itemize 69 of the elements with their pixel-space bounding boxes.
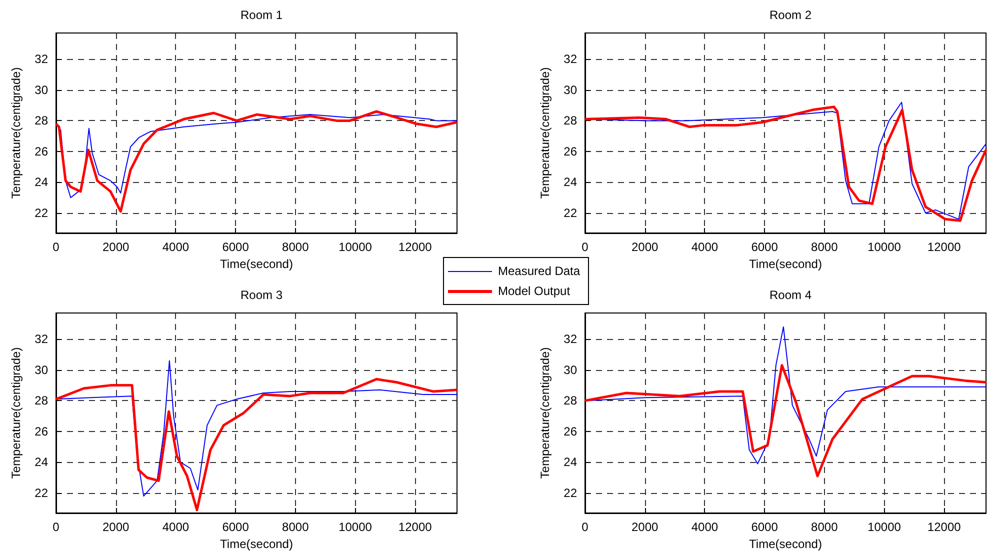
x-tick-label: 12000	[927, 240, 962, 254]
y-tick-label: 26	[34, 424, 48, 438]
y-tick-label: 30	[564, 82, 578, 97]
chart-title: Room 3	[240, 288, 283, 302]
y-tick-label: 26	[34, 144, 48, 158]
x-tick-label: 0	[582, 240, 589, 254]
x-tick-label: 0	[582, 520, 589, 534]
y-axis-title: Temperature(centigrade)	[538, 347, 552, 479]
x-axis-title: Time(second)	[749, 256, 822, 271]
y-axis-title: Temperature(centigrade)	[9, 347, 23, 479]
legend-label: Measured Data	[498, 264, 580, 278]
x-tick-label: 6000	[751, 240, 778, 254]
x-tick-label: 10000	[338, 240, 372, 254]
x-tick-label: 10000	[868, 520, 902, 534]
x-tick-label: 6000	[751, 520, 778, 534]
x-tick-label: 12000	[398, 520, 432, 534]
y-tick-label: 22	[34, 206, 48, 220]
y-tick-label: 30	[564, 362, 578, 377]
y-tick-label: 22	[564, 486, 578, 500]
line-series	[54, 378, 458, 512]
y-tick-label: 26	[564, 424, 578, 438]
x-tick-label: 8000	[811, 240, 838, 254]
chart-title: Room 1	[240, 8, 283, 22]
line-series	[584, 364, 987, 478]
x-tick-label: 8000	[282, 240, 310, 254]
y-axis-title: Temperature(centigrade)	[9, 67, 23, 199]
x-tick-label: 8000	[282, 520, 310, 534]
y-tick-label: 30	[34, 82, 48, 97]
y-axis-title: Temperature(centigrade)	[538, 67, 552, 199]
x-tick-label: 2000	[102, 520, 130, 534]
y-tick-label: 32	[564, 52, 578, 66]
legend-label: Model Output	[498, 284, 570, 298]
x-axis-title: Time(second)	[220, 536, 293, 551]
x-tick-label: 10000	[338, 520, 372, 534]
y-tick-label: 28	[564, 114, 578, 128]
chart-title: Room 4	[769, 288, 812, 302]
x-tick-label: 4000	[162, 520, 190, 534]
y-tick-label: 22	[564, 206, 578, 220]
x-tick-label: 12000	[398, 240, 432, 254]
y-tick-label: 32	[34, 52, 48, 66]
x-tick-label: 2000	[632, 520, 659, 534]
x-tick-label: 6000	[222, 240, 250, 254]
x-tick-label: 0	[52, 240, 60, 254]
y-tick-label: 24	[564, 175, 578, 190]
y-tick-label: 32	[564, 332, 578, 346]
line-series	[54, 110, 458, 213]
x-axis-title: Time(second)	[220, 256, 293, 271]
y-tick-label: 26	[564, 144, 578, 158]
x-tick-label: 4000	[162, 240, 190, 254]
x-tick-label: 0	[52, 520, 60, 534]
y-tick-label: 28	[564, 394, 578, 408]
y-tick-label: 32	[34, 332, 48, 346]
x-tick-label: 10000	[868, 240, 902, 254]
x-tick-label: 4000	[691, 520, 718, 534]
x-tick-label: 4000	[691, 240, 718, 254]
y-tick-label: 30	[34, 362, 48, 377]
y-tick-label: 22	[34, 486, 48, 500]
y-tick-label: 28	[34, 114, 48, 128]
x-tick-label: 8000	[811, 520, 838, 534]
chart-title: Room 2	[769, 8, 812, 22]
x-tick-label: 12000	[927, 520, 962, 534]
x-tick-label: 2000	[102, 240, 130, 254]
y-tick-label: 24	[564, 455, 578, 470]
x-tick-label: 6000	[222, 520, 250, 534]
y-tick-label: 24	[34, 175, 48, 190]
y-tick-label: 28	[34, 394, 48, 408]
x-tick-label: 2000	[632, 240, 659, 254]
y-tick-label: 24	[34, 455, 48, 470]
x-axis-title: Time(second)	[749, 536, 822, 551]
